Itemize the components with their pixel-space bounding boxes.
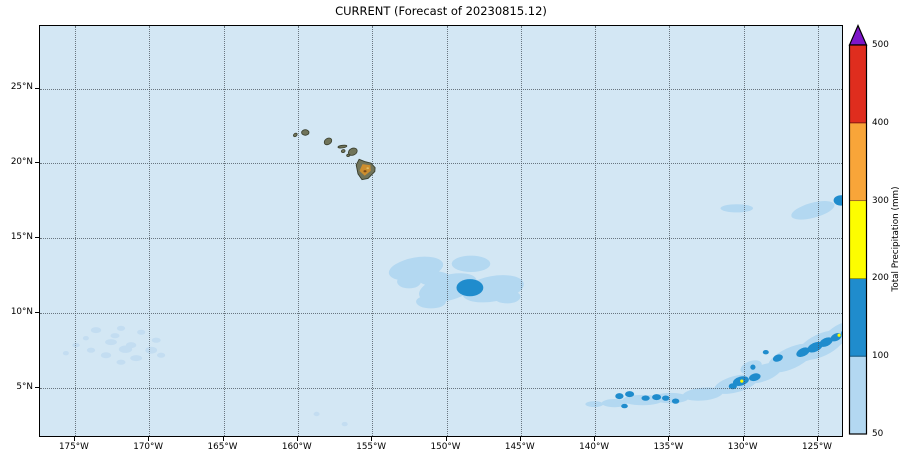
y-tick <box>34 237 39 239</box>
x-tick-label: 145°W <box>504 442 535 452</box>
y-tick <box>34 87 39 89</box>
precip-region-south-specks <box>313 411 348 427</box>
island <box>293 132 298 138</box>
colorbar-tick-label: 200 <box>872 273 889 284</box>
precip-region-northeast-patch-core <box>833 195 842 206</box>
x-tick-label: 175°W <box>58 442 89 452</box>
x-tick <box>73 437 75 441</box>
x-tick-label: 165°W <box>207 442 238 452</box>
precip-region-northeast-patch <box>720 201 835 220</box>
figure-title: CURRENT (Forecast of 20230815.12) <box>335 4 547 18</box>
precip-region-west-scattered-showers <box>62 325 166 365</box>
gridline-vertical <box>223 26 225 436</box>
x-tick-label: 140°W <box>579 442 610 452</box>
y-tick-label: 10°N <box>10 306 33 317</box>
colorbar-tick-label: 500 <box>872 40 889 50</box>
y-tick-label: 15°N <box>10 231 33 242</box>
colorbar-tick-label: 100 <box>872 351 889 362</box>
x-tick <box>519 437 521 441</box>
island <box>337 144 348 149</box>
island <box>301 129 310 136</box>
x-tick-label: 125°W <box>802 442 832 452</box>
x-tick-label: 130°W <box>727 442 758 452</box>
colorbar-segment-50-100 <box>849 356 867 435</box>
precip-region-itcz-band-peaks <box>740 333 841 383</box>
island <box>347 147 358 156</box>
gridline-horizontal <box>40 163 842 165</box>
x-tick <box>371 437 373 441</box>
gridline-vertical <box>595 26 597 436</box>
precip-region-central-rain-core <box>456 279 484 297</box>
x-tick-label: 170°W <box>133 442 164 452</box>
gridline-vertical <box>520 26 522 436</box>
colorbar-segment-400-500 <box>849 45 867 124</box>
x-tick <box>445 437 447 441</box>
island <box>323 137 333 146</box>
x-tick-label: 150°W <box>430 442 461 452</box>
x-tick <box>817 437 818 441</box>
y-tick-label: 5°N <box>16 381 33 392</box>
gridline-vertical <box>669 26 671 436</box>
colorbar-tick-label: 300 <box>872 195 889 206</box>
colorbar <box>848 23 868 436</box>
gridline-vertical <box>372 26 374 436</box>
x-tick-label: 135°W <box>653 442 684 452</box>
y-tick <box>34 162 39 164</box>
colorbar-over-arrow <box>848 23 868 46</box>
x-tick <box>148 437 150 441</box>
big-island-spot <box>363 170 367 173</box>
gridline-vertical <box>743 26 745 436</box>
big-island-spot <box>366 167 370 170</box>
colorbar-outline <box>848 44 868 435</box>
y-tick <box>34 312 39 314</box>
x-tick <box>742 437 744 441</box>
y-tick <box>34 387 39 389</box>
gridline-vertical <box>818 26 819 436</box>
precip-region-central-rain-area <box>388 255 524 309</box>
gridline-horizontal <box>40 313 842 315</box>
x-tick-label: 160°W <box>281 442 312 452</box>
colorbar-axis-label: Total Precipitation (mm) <box>891 186 901 292</box>
x-tick-label: 155°W <box>356 442 387 452</box>
colorbar-segment-100-200 <box>849 278 867 357</box>
y-tick-label: 20°N <box>10 156 33 167</box>
gridline-vertical <box>446 26 448 436</box>
islands-layer <box>293 129 376 181</box>
colorbar-graphic <box>848 23 868 435</box>
x-tick <box>668 437 670 441</box>
gridline-horizontal <box>40 238 842 240</box>
gridline-horizontal <box>40 88 842 90</box>
x-tick <box>296 437 298 441</box>
x-tick <box>222 437 224 441</box>
map-plot <box>39 25 843 437</box>
y-tick-label: 25°N <box>10 82 33 92</box>
colorbar-tick-label: 400 <box>872 117 889 128</box>
colorbar-segment-200-300 <box>849 200 867 279</box>
big-island-highland <box>359 164 371 176</box>
gridline-horizontal <box>40 388 842 390</box>
gridline-vertical <box>74 26 76 436</box>
precipitation-layer <box>62 195 842 427</box>
gridline-vertical <box>297 26 299 436</box>
island <box>340 149 346 154</box>
precip-region-itcz-band-cores <box>615 328 842 409</box>
gridline-vertical <box>149 26 151 436</box>
colorbar-tick-label: 50 <box>872 429 884 439</box>
x-tick <box>594 437 596 441</box>
colorbar-segment-300-400 <box>849 122 867 202</box>
